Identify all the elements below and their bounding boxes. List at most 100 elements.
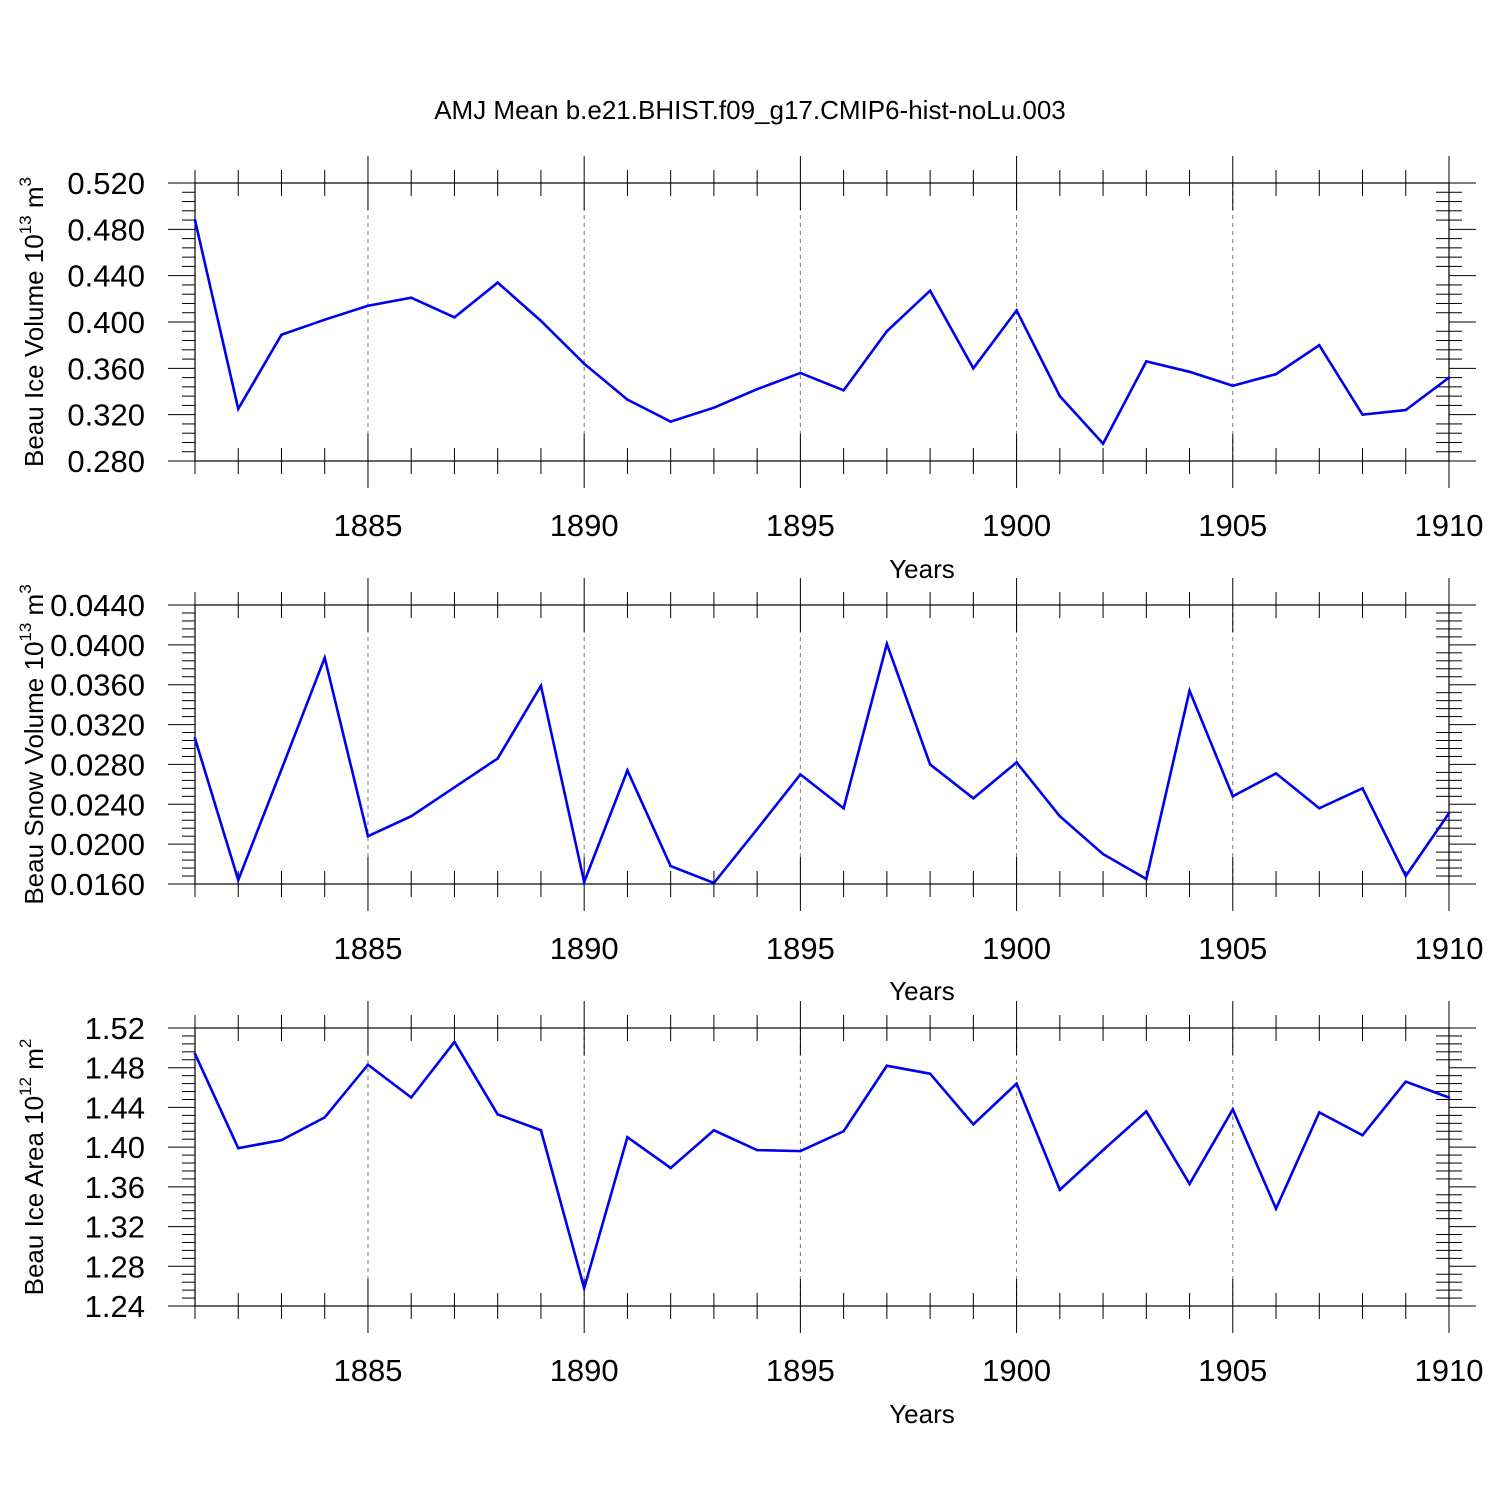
- p2-data-point-1905: [1231, 795, 1235, 798]
- p1-data-point-1905: [1231, 384, 1235, 388]
- p1-data-point-1885: [366, 304, 370, 308]
- p2-xtick-label-1885: 1885: [333, 931, 402, 966]
- p3-data-point-1894: [755, 1148, 759, 1152]
- p2-data-point-1907: [1317, 806, 1321, 810]
- p3-data-point-1901: [1058, 1188, 1062, 1192]
- p2-xtick-label-1905: 1905: [1198, 931, 1267, 966]
- p1-data-point-1882: [236, 407, 240, 411]
- p3-data-point-1907: [1317, 1111, 1321, 1114]
- p3-data-point-1910: [1447, 1096, 1451, 1099]
- p1-data-point-1895: [799, 371, 802, 375]
- p3-data-point-1898: [928, 1072, 932, 1075]
- p3-data-point-1908: [1361, 1133, 1364, 1137]
- p1-data-point-1910: [1447, 376, 1451, 379]
- p1-data-point-1889: [539, 319, 543, 323]
- p2-ytick-label: 0.0360: [50, 668, 145, 703]
- p2-data-point-1887: [453, 786, 456, 789]
- p3-xtick-label-1895: 1895: [766, 1353, 835, 1388]
- p1-ytick-label: 0.280: [67, 444, 145, 479]
- p2-data-point-1881: [193, 737, 197, 740]
- p3-data-point-1895: [799, 1149, 802, 1153]
- p2-data-point-1901: [1058, 814, 1062, 818]
- p3-y-axis-label-unit-exp: 2: [16, 1039, 35, 1048]
- p3-ytick-label: 1.28: [85, 1249, 145, 1284]
- p3-ytick-label: 1.36: [85, 1170, 145, 1205]
- p3-y-axis-label: Beau Ice Area 1012 m2: [16, 1039, 49, 1296]
- p3-data-point-1888: [496, 1113, 499, 1116]
- p1-data-point-1906: [1274, 372, 1278, 376]
- p1-data-point-1888: [496, 281, 499, 284]
- figure-title: AMJ Mean b.e21.BHIST.f09_g17.CMIP6-hist-…: [434, 95, 1066, 125]
- p1-ytick-label: 0.520: [67, 166, 145, 201]
- p2-data-point-1891: [626, 769, 629, 772]
- p3-xtick-label-1900: 1900: [982, 1353, 1051, 1388]
- p2-data-point-1884: [323, 656, 327, 660]
- p2-data-point-1897: [885, 642, 889, 646]
- p3-xtick-label-1890: 1890: [550, 1353, 619, 1388]
- p2-data-point-1889: [539, 684, 543, 688]
- p2-data-point-1910: [1447, 811, 1451, 815]
- p1-xtick-label-1910: 1910: [1415, 508, 1484, 543]
- p1-data-point-1893: [712, 406, 716, 410]
- p1-xtick-label-1900: 1900: [982, 508, 1051, 543]
- p1-data-point-1908: [1361, 413, 1364, 416]
- p2-x-axis-label: Years: [889, 976, 955, 1006]
- p1-data-point-1890: [582, 362, 586, 366]
- p2-ytick-label: 0.0160: [50, 867, 145, 902]
- p1-data-point-1907: [1317, 343, 1321, 347]
- p2-series-line: [193, 639, 1451, 887]
- p2-xtick-label-1895: 1895: [766, 931, 835, 966]
- p3-ytick-label: 1.32: [85, 1210, 145, 1245]
- p2-data-point-1904: [1188, 689, 1191, 692]
- p2-data-point-1886: [409, 814, 413, 818]
- p2-data-point-1906: [1274, 772, 1278, 775]
- p2-xtick-label-1900: 1900: [982, 931, 1051, 966]
- p3-data-point-1906: [1274, 1207, 1278, 1210]
- p3-ytick-label: 1.24: [85, 1289, 145, 1324]
- p2-data-point-1885: [366, 834, 370, 838]
- p1-data-point-1896: [842, 389, 845, 392]
- p2-ytick-label: 0.0280: [50, 747, 145, 782]
- p3-data-point-1883: [280, 1138, 283, 1142]
- p3-data-point-1902: [1101, 1148, 1105, 1152]
- p1-series-line: [193, 219, 1450, 446]
- panel-snow-volume: 0.0160 0.0200 0.0240 0.0280 0.0320 0.0360 0.04…: [16, 578, 1483, 1006]
- p2-data-point-1892: [669, 864, 672, 868]
- p1-y-axis-label-base: Beau Ice Volume 10: [19, 234, 49, 467]
- p2-y-axis-label: Beau Snow Volume 1013 m3: [16, 584, 49, 904]
- p3-data-point-1889: [539, 1128, 543, 1132]
- p2-data-point-1898: [928, 763, 932, 766]
- p3-data-point-1884: [323, 1116, 327, 1119]
- p1-xtick-label-1895: 1895: [766, 508, 835, 543]
- p1-data-point-1884: [323, 318, 327, 321]
- p3-ytick-label: 1.44: [85, 1090, 145, 1125]
- p3-data-point-1893: [712, 1128, 716, 1132]
- p2-data-point-1909: [1404, 874, 1408, 878]
- p3-data-point-1881: [193, 1052, 197, 1056]
- p2-plot-frame: [194, 604, 1450, 885]
- p3-plot-frame: [194, 1027, 1450, 1307]
- p2-ytick-label: 0.0440: [50, 588, 145, 623]
- p2-data-point-1894: [755, 827, 759, 831]
- p3-data-point-1903: [1145, 1110, 1148, 1113]
- p3-data-point-1899: [972, 1123, 975, 1126]
- p2-data-point-1899: [972, 797, 975, 800]
- p3-y-axis-label-unit: m: [19, 1048, 49, 1077]
- p1-ytick-label: 0.480: [67, 212, 145, 247]
- p3-data-point-1892: [669, 1166, 672, 1170]
- p2-data-point-1893: [712, 881, 716, 885]
- p3-data-point-1897: [885, 1064, 889, 1068]
- p1-ytick-label: 0.400: [67, 305, 145, 340]
- p3-data-point-1891: [626, 1135, 629, 1139]
- p2-data-point-1883: [280, 768, 283, 771]
- p2-xtick-label-1890: 1890: [550, 931, 619, 966]
- p1-data-point-1901: [1058, 394, 1062, 398]
- p3-xtick-label-1885: 1885: [333, 1353, 402, 1388]
- p2-data-point-1908: [1361, 787, 1364, 790]
- p1-y-axis-label: Beau Ice Volume 1013 m3: [16, 177, 49, 467]
- p1-ytick-label: 0.320: [67, 398, 145, 433]
- p2-data-point-1882: [236, 878, 240, 882]
- p2-data-point-1888: [496, 757, 499, 760]
